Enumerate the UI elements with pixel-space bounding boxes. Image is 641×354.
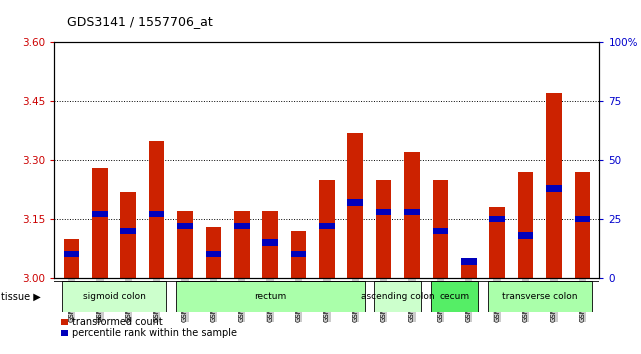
Bar <box>206 227 221 278</box>
Bar <box>177 223 193 229</box>
Bar <box>488 281 592 312</box>
Bar <box>431 281 478 312</box>
Bar <box>461 258 477 264</box>
Bar <box>376 209 392 215</box>
Bar <box>262 211 278 278</box>
Bar <box>262 239 278 246</box>
Bar <box>461 258 477 278</box>
Bar <box>574 172 590 278</box>
Bar <box>319 223 335 229</box>
Bar <box>518 232 533 239</box>
Bar <box>149 141 165 278</box>
Text: cecum: cecum <box>440 292 470 301</box>
Bar <box>546 93 562 278</box>
Bar <box>63 239 79 278</box>
Bar <box>404 152 420 278</box>
Bar <box>121 192 136 278</box>
Text: rectum: rectum <box>254 292 287 301</box>
Bar <box>176 281 365 312</box>
Text: sigmoid colon: sigmoid colon <box>83 292 146 301</box>
Bar <box>92 168 108 278</box>
Bar <box>206 251 221 257</box>
Bar <box>546 185 562 192</box>
Bar <box>177 211 193 278</box>
Bar <box>374 281 421 312</box>
Bar <box>489 207 505 278</box>
Text: percentile rank within the sample: percentile rank within the sample <box>72 328 237 338</box>
Bar <box>63 251 79 257</box>
Bar <box>433 228 448 234</box>
Bar <box>319 180 335 278</box>
Bar <box>518 172 533 278</box>
Bar <box>404 209 420 215</box>
Bar <box>574 216 590 222</box>
Bar <box>92 211 108 217</box>
Text: transformed count: transformed count <box>72 317 163 327</box>
Bar <box>121 228 136 234</box>
Bar <box>291 231 306 278</box>
Text: tissue ▶: tissue ▶ <box>1 291 41 302</box>
Bar <box>62 281 166 312</box>
Bar <box>433 180 448 278</box>
Bar <box>234 211 249 278</box>
Bar <box>234 223 249 229</box>
Bar <box>347 133 363 278</box>
Bar <box>149 211 165 217</box>
Text: transverse colon: transverse colon <box>502 292 578 301</box>
Bar <box>489 216 505 222</box>
Text: ascending colon: ascending colon <box>361 292 435 301</box>
Text: GDS3141 / 1557706_at: GDS3141 / 1557706_at <box>67 15 213 28</box>
Bar <box>291 251 306 257</box>
Bar <box>347 199 363 206</box>
Bar <box>376 180 392 278</box>
